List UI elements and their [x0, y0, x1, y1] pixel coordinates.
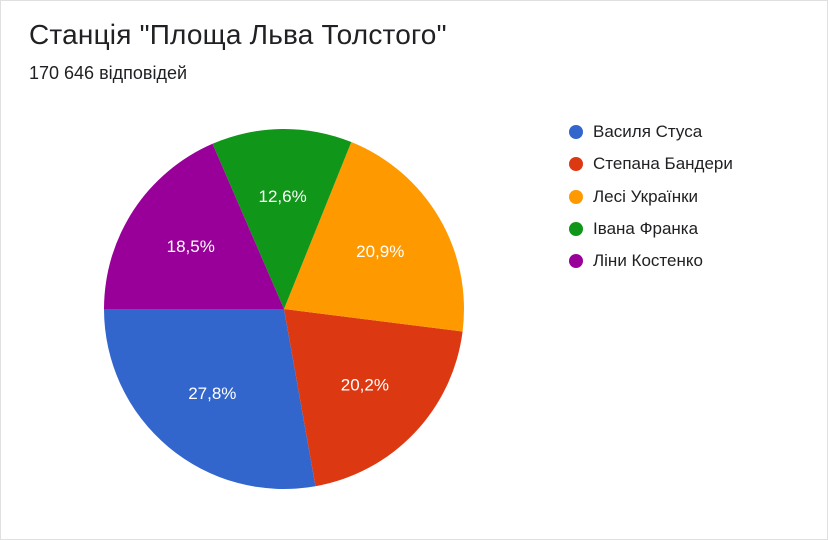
legend: Василя СтусаСтепана БандериЛесі Українки…	[569, 116, 733, 277]
legend-swatch	[569, 157, 583, 171]
slice-percent-label: 12,6%	[258, 187, 306, 206]
response-count: 170 646 відповідей	[29, 63, 799, 84]
slice-percent-label: 20,2%	[341, 375, 389, 394]
legend-label: Івана Франка	[593, 213, 698, 245]
legend-label: Лесі Українки	[593, 181, 698, 213]
legend-item[interactable]: Ліни Костенко	[569, 245, 733, 277]
pie-svg: 27,8% 20,2% 20,9% 12,6% 18,5%	[69, 94, 499, 524]
slice-percent-label: 27,8%	[188, 384, 236, 403]
legend-swatch	[569, 254, 583, 268]
legend-label: Степана Бандери	[593, 148, 733, 180]
legend-swatch	[569, 190, 583, 204]
legend-item[interactable]: Василя Стуса	[569, 116, 733, 148]
legend-swatch	[569, 125, 583, 139]
pie-chart: 27,8% 20,2% 20,9% 12,6% 18,5%	[69, 94, 499, 524]
chart-title: Станція "Площа Льва Толстого"	[29, 19, 799, 51]
legend-label: Ліни Костенко	[593, 245, 703, 277]
pie-slice[interactable]	[284, 309, 463, 486]
legend-item[interactable]: Лесі Українки	[569, 181, 733, 213]
legend-swatch	[569, 222, 583, 236]
slice-percent-label: 18,5%	[167, 237, 215, 256]
chart-row: 27,8% 20,2% 20,9% 12,6% 18,5% Василя СтусаСт…	[29, 94, 799, 524]
legend-item[interactable]: Степана Бандери	[569, 148, 733, 180]
legend-label: Василя Стуса	[593, 116, 702, 148]
legend-item[interactable]: Івана Франка	[569, 213, 733, 245]
slice-percent-label: 20,9%	[356, 242, 404, 261]
chart-card: Станція "Площа Льва Толстого" 170 646 ві…	[0, 0, 828, 540]
